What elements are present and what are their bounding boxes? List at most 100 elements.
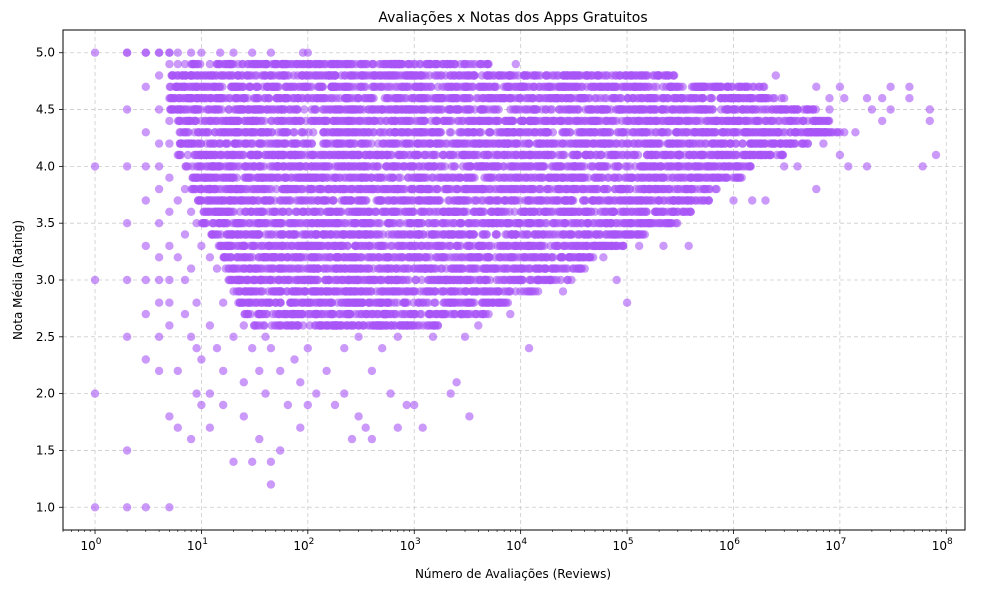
data-point <box>396 94 405 103</box>
data-point <box>683 196 692 205</box>
data-point <box>313 184 322 194</box>
data-point <box>520 71 529 80</box>
data-point <box>526 184 535 194</box>
data-point <box>705 82 715 92</box>
data-point <box>421 150 430 160</box>
data-point <box>704 173 713 182</box>
data-point <box>518 173 527 182</box>
data-point <box>547 139 557 148</box>
data-point <box>245 150 255 160</box>
data-point <box>618 128 627 137</box>
data-point <box>245 71 254 80</box>
data-point <box>697 82 706 92</box>
data-point <box>245 82 255 92</box>
data-point <box>772 105 781 114</box>
data-point <box>519 162 529 171</box>
data-point <box>652 128 661 137</box>
data-point <box>220 71 230 80</box>
data-point <box>688 94 697 103</box>
data-point <box>437 162 447 171</box>
data-point <box>707 94 717 103</box>
data-point <box>258 128 267 137</box>
data-point <box>339 150 348 160</box>
data-point <box>590 94 600 103</box>
data-point <box>755 105 764 114</box>
data-point <box>386 116 395 126</box>
data-point <box>572 105 581 114</box>
data-point <box>552 71 561 80</box>
data-point <box>611 94 620 103</box>
data-point <box>285 105 294 114</box>
data-point <box>282 82 291 92</box>
data-point <box>558 139 568 148</box>
data-point <box>702 105 711 114</box>
data-point <box>590 184 600 194</box>
data-point <box>425 71 434 80</box>
data-point <box>222 116 231 126</box>
data-point <box>538 162 548 171</box>
data-point <box>643 94 652 103</box>
data-point <box>575 173 585 182</box>
data-point <box>559 173 568 182</box>
data-point <box>389 196 399 205</box>
data-point <box>651 184 660 194</box>
data-point <box>489 150 498 160</box>
data-point <box>539 128 548 137</box>
data-point <box>350 128 360 137</box>
data-point <box>348 184 357 194</box>
data-point <box>363 162 372 171</box>
data-point <box>374 196 383 205</box>
data-point <box>433 184 442 194</box>
data-point <box>698 94 707 103</box>
data-point <box>168 71 177 80</box>
data-point <box>347 71 357 80</box>
data-point <box>398 196 408 205</box>
data-point <box>395 150 404 160</box>
data-point <box>677 139 686 148</box>
data-point <box>236 105 246 114</box>
data-point <box>191 105 200 114</box>
data-point <box>234 116 243 126</box>
data-point <box>252 173 261 182</box>
data-point <box>504 162 513 171</box>
data-point <box>622 139 631 148</box>
data-point <box>353 71 362 80</box>
data-point <box>324 71 333 80</box>
data-point <box>640 105 649 114</box>
data-point <box>291 139 300 148</box>
data-point <box>685 150 694 160</box>
data-point <box>807 128 816 137</box>
data-point <box>493 196 503 205</box>
data-point <box>329 196 338 205</box>
data-point <box>565 116 574 126</box>
data-point <box>646 105 655 114</box>
data-point <box>332 94 341 103</box>
data-point <box>814 116 824 126</box>
data-point <box>465 173 474 182</box>
data-point <box>683 116 693 126</box>
data-point <box>724 82 733 92</box>
data-point <box>454 105 463 114</box>
data-point <box>652 105 661 114</box>
data-point <box>415 173 424 182</box>
data-point <box>438 150 447 160</box>
data-point <box>565 105 575 114</box>
data-point <box>743 82 753 92</box>
data-point <box>416 116 426 126</box>
data-point <box>402 94 411 103</box>
data-point <box>378 139 387 148</box>
data-point <box>742 128 752 137</box>
data-point <box>574 150 583 160</box>
data-point <box>553 82 562 92</box>
data-point <box>188 184 197 194</box>
data-point <box>589 128 598 137</box>
data-point <box>687 184 696 194</box>
data-point <box>507 116 516 126</box>
data-point <box>758 128 767 137</box>
data-point <box>746 162 755 171</box>
data-point <box>340 184 349 194</box>
data-point <box>723 94 732 103</box>
data-point <box>528 82 538 92</box>
data-point <box>360 59 369 69</box>
data-point <box>562 162 571 171</box>
